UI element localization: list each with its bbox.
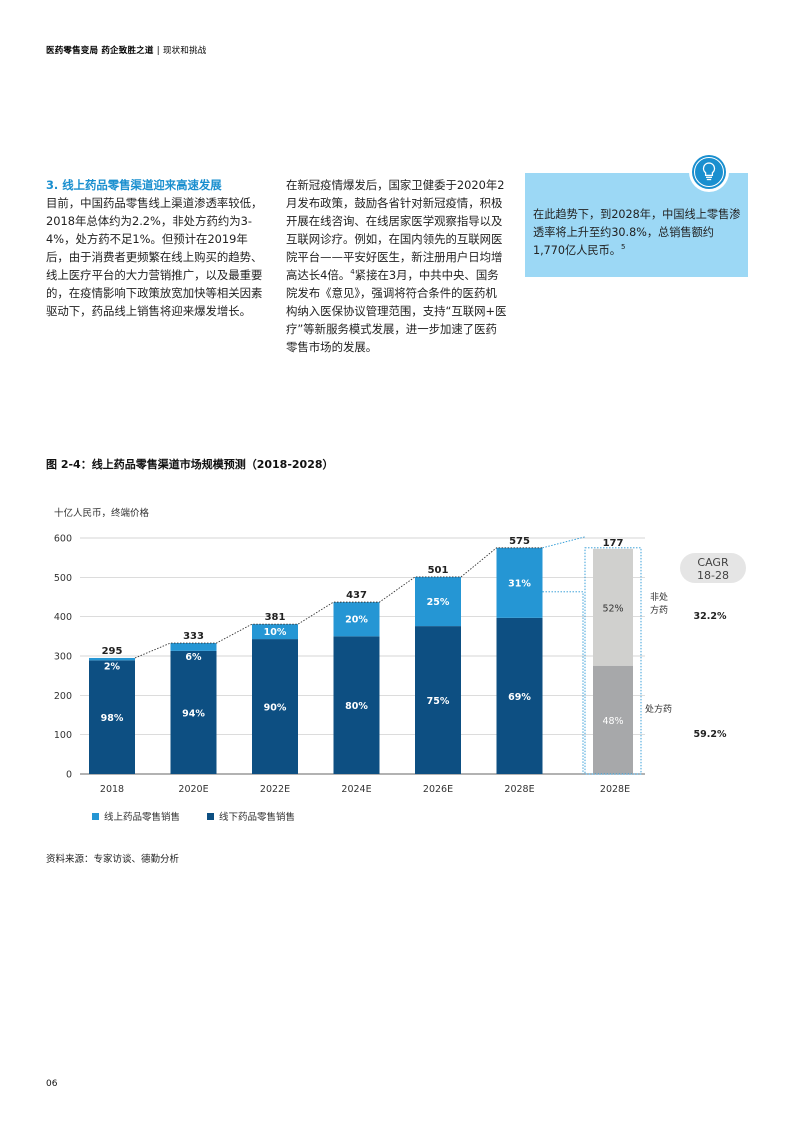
bar-breakdown-otc bbox=[593, 548, 633, 666]
data-label-online: 25% bbox=[427, 597, 450, 608]
page-header: 医药零售变局 药企致胜之道 | 现状和挑战 bbox=[46, 44, 207, 56]
bar-offline-2020E bbox=[170, 650, 217, 774]
bar-online-2028E bbox=[496, 547, 543, 618]
bar-online-2022E bbox=[252, 624, 298, 640]
connector-top bbox=[542, 536, 586, 549]
y-tick-label: 300 bbox=[54, 652, 72, 663]
segment-label-rx: 处方药 bbox=[645, 703, 672, 715]
footnote-ref: 5 bbox=[620, 243, 626, 251]
y-axis-label: 十亿人民币，终端价格 bbox=[54, 507, 150, 519]
footnote-ref: 4 bbox=[350, 268, 355, 276]
source-note: 资料来源：专家访谈、德勤分析 bbox=[46, 854, 180, 865]
total-label: 501 bbox=[428, 565, 449, 576]
data-label-rx: 48% bbox=[602, 716, 623, 727]
total-label: 437 bbox=[346, 590, 367, 601]
header-separator: | bbox=[156, 46, 160, 56]
total-label: 295 bbox=[102, 646, 123, 657]
bar-offline-2026E bbox=[415, 626, 461, 774]
x-tick-label: 2022E bbox=[260, 784, 290, 795]
bar-online-2026E bbox=[415, 576, 461, 627]
y-tick-label: 600 bbox=[54, 534, 72, 545]
breakdown-frame bbox=[584, 547, 642, 775]
text-column-2: 在新冠疫情爆发后，国家卫健委于2020年2月发布政策，鼓励各省针对新冠疫情，积极… bbox=[286, 176, 508, 356]
bar-offline-2022E bbox=[252, 639, 298, 774]
data-label-offline: 98% bbox=[101, 713, 124, 724]
y-tick-label: 400 bbox=[54, 612, 72, 623]
data-label-offline: 94% bbox=[182, 708, 205, 719]
x-tick-label: 2026E bbox=[423, 784, 453, 795]
legend-label-offline: 线下药品零售销售 bbox=[219, 811, 295, 823]
total-label: 381 bbox=[265, 612, 286, 623]
bar-breakdown-rx bbox=[593, 665, 633, 774]
page-number: 06 bbox=[46, 1079, 58, 1089]
x-tick-label: 2028E bbox=[504, 784, 534, 795]
section-name: 现状和挑战 bbox=[162, 46, 207, 56]
bar-offline-2028E bbox=[496, 617, 543, 774]
connector-bottom bbox=[542, 591, 584, 774]
callout-text: 在此趋势下，到2028年，中国线上零售渗透率将上升至约30.8%，总销售额约1,… bbox=[533, 208, 741, 257]
segment-label-otc-2: 方药 bbox=[650, 604, 668, 616]
bar-online-2024E bbox=[333, 602, 380, 637]
data-label-otc: 52% bbox=[602, 603, 623, 614]
cagr-value-rx: 59.2% bbox=[694, 729, 727, 740]
y-tick-label: 100 bbox=[54, 730, 72, 741]
legend-label-online: 线上药品零售销售 bbox=[104, 811, 180, 823]
callout-text-wrap: 在此趋势下，到2028年，中国线上零售渗透率将上升至约30.8%，总销售额约1,… bbox=[533, 206, 743, 260]
bar-offline-2024E bbox=[333, 636, 380, 774]
cagr-badge bbox=[680, 553, 746, 583]
lightbulb-icon bbox=[689, 152, 729, 192]
total-label: 333 bbox=[183, 631, 204, 642]
cagr-title: CAGR bbox=[697, 556, 729, 569]
x-tick-label: 2028E bbox=[600, 784, 630, 795]
x-tick-label: 2018 bbox=[100, 784, 124, 795]
bar-online-2018 bbox=[89, 657, 135, 661]
bar-online-2020E bbox=[170, 643, 217, 651]
data-label-offline: 69% bbox=[508, 692, 531, 703]
total-label-breakdown: 177 bbox=[603, 538, 624, 549]
x-tick-label: 2020E bbox=[178, 784, 208, 795]
callout-box: 在此趋势下，到2028年，中国线上零售渗透率将上升至约30.8%，总销售额约1,… bbox=[525, 173, 748, 277]
data-label-offline: 90% bbox=[264, 703, 287, 714]
legend-swatch-offline bbox=[207, 813, 214, 820]
trend-line bbox=[134, 547, 543, 659]
data-label-offline: 80% bbox=[345, 701, 368, 712]
legend-swatch-online bbox=[92, 813, 99, 820]
paragraph-b: 紧接在3月，中共中央、国务院发布《意见》，强调将符合条件的医药机构纳入医保协议管… bbox=[286, 268, 507, 354]
x-tick-label: 2024E bbox=[341, 784, 371, 795]
report-title: 医药零售变局 药企致胜之道 bbox=[46, 46, 154, 56]
segment-label-otc-1: 非处 bbox=[650, 591, 668, 603]
y-tick-label: 200 bbox=[54, 691, 72, 702]
bar-offline-2018 bbox=[89, 660, 135, 774]
cagr-value-otc: 32.2% bbox=[694, 611, 727, 622]
data-label-online: 31% bbox=[508, 578, 531, 589]
market-size-chart: 十亿人民币，终端价格 0 100 200 300 400 500 600 98% 2% 295 201… bbox=[54, 507, 746, 823]
data-label-online: 6% bbox=[185, 652, 202, 663]
text-column-1: 3. 线上药品零售渠道迎来高速发展 目前，中国药品零售线上渠道渗透率较低，201… bbox=[46, 176, 268, 320]
y-tick-label: 500 bbox=[54, 573, 72, 584]
data-label-online: 2% bbox=[104, 661, 121, 672]
paragraph: 目前，中国药品零售线上渠道渗透率较低，2018年总体约为2.2%，非处方药约为3… bbox=[46, 196, 263, 318]
section-heading: 3. 线上药品零售渠道迎来高速发展 bbox=[46, 178, 222, 192]
y-tick-label: 0 bbox=[66, 770, 72, 781]
total-label: 575 bbox=[509, 536, 530, 547]
data-label-offline: 75% bbox=[427, 696, 450, 707]
figure-title: 图 2-4：线上药品零售渠道市场规模预测（2018-2028） bbox=[46, 458, 334, 471]
cagr-subtitle: 18-28 bbox=[697, 569, 729, 582]
paragraph-a: 在新冠疫情爆发后，国家卫健委于2020年2月发布政策，鼓励各省针对新冠疫情，积极… bbox=[286, 178, 505, 282]
data-label-online: 10% bbox=[264, 627, 287, 638]
data-label-online: 20% bbox=[345, 615, 368, 626]
